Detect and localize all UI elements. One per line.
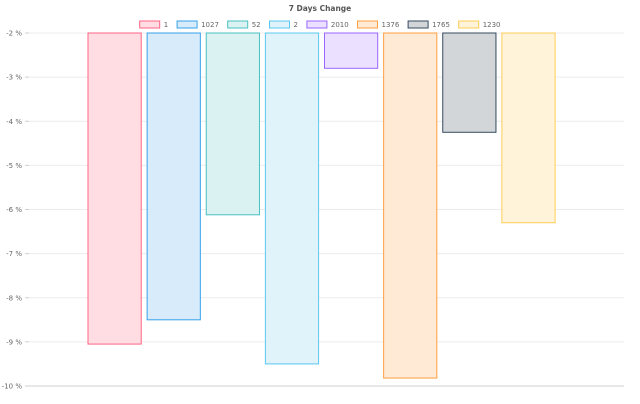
y-tick-label: -9 % <box>6 338 22 346</box>
legend-item-1027[interactable]: 1027 <box>176 20 219 29</box>
legend-label: 52 <box>252 21 261 29</box>
legend-label: 2010 <box>331 21 349 29</box>
bar-1765[interactable]: 1765: -4.25 % <box>442 32 497 133</box>
legend-swatch <box>269 20 290 29</box>
y-tick-label: -6 % <box>6 206 22 214</box>
legend-swatch <box>306 20 328 29</box>
y-tick-label: -7 % <box>6 250 22 258</box>
y-tick-label: -4 % <box>6 118 22 126</box>
legend-swatch <box>227 20 249 29</box>
legend-item-1376[interactable]: 1376 <box>357 20 400 29</box>
legend-item-2[interactable]: 2 <box>269 20 298 29</box>
chart-title: 7 Days Change <box>289 4 352 13</box>
bar-1[interactable]: 1: -9.05 % <box>87 32 142 345</box>
y-axis: -2 % -3 % -4 % -5 % -6 % -7 % -8 % -9 % -10 % <box>2 30 29 391</box>
y-tick-label: -8 % <box>6 294 22 302</box>
legend-label: 1376 <box>382 21 400 29</box>
legend-label: 1027 <box>201 21 219 29</box>
y-tick-label: -3 % <box>6 74 22 82</box>
legend-item-1[interactable]: 1 <box>139 20 168 29</box>
legend-label: 1 <box>164 21 168 29</box>
legend-item-1765[interactable]: 1765 <box>407 20 450 29</box>
y-tick-label: -10 % <box>2 383 23 391</box>
bar-1376[interactable]: 1376: -9.82 % <box>383 32 438 379</box>
legend-swatch <box>176 20 198 29</box>
bar-52[interactable]: 52: -6.12 % <box>205 32 260 216</box>
legend-label: 1230 <box>483 21 501 29</box>
y-tick-label: -5 % <box>6 162 22 170</box>
bar-1230[interactable]: 1230: -6.3 % <box>501 32 556 224</box>
bar-1027[interactable]: 1027: -8.5 % <box>146 32 201 321</box>
legend-label: 2 <box>294 21 298 29</box>
legend: 1 1027 52 2 2010 1376 1765 1230 <box>139 20 501 29</box>
legend-swatch <box>139 20 161 29</box>
legend-item-52[interactable]: 52 <box>227 20 261 29</box>
legend-item-1230[interactable]: 1230 <box>458 20 501 29</box>
bar-2010[interactable]: 2010: -2.8 % <box>324 32 379 69</box>
legend-swatch <box>357 20 378 29</box>
y-tick-label: -2 % <box>6 30 22 38</box>
legend-swatch <box>458 20 480 29</box>
legend-item-2010[interactable]: 2010 <box>306 20 349 29</box>
legend-label: 1765 <box>432 21 450 29</box>
bar-2[interactable]: 2: -9.5 % <box>264 32 320 365</box>
bars: 1: -9.05 %1027: -8.5 %52: -6.12 %2: -9.5… <box>87 32 556 379</box>
legend-swatch <box>407 20 429 29</box>
